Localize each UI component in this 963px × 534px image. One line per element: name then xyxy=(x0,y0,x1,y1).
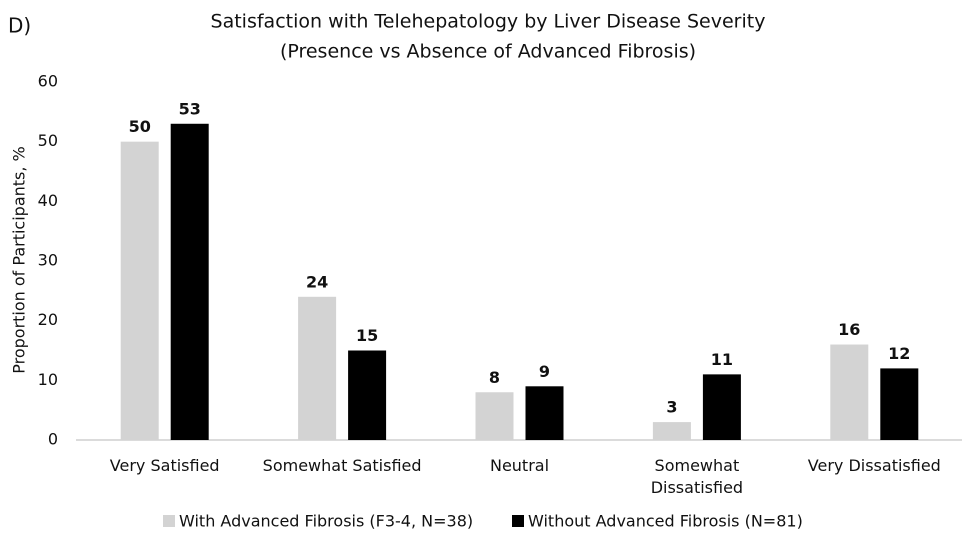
bar xyxy=(348,350,387,440)
data-label: 3 xyxy=(666,398,677,417)
y-tick-label: 30 xyxy=(38,251,58,270)
x-tick-label: Very Dissatisfied xyxy=(807,456,941,475)
data-label: 12 xyxy=(888,344,910,363)
x-tick-label: Somewhat Dissatisfied xyxy=(650,456,744,497)
panel-label: D) xyxy=(8,14,31,38)
bar xyxy=(525,386,564,440)
y-tick-label: 10 xyxy=(38,370,58,389)
bar xyxy=(880,368,919,440)
bar xyxy=(652,422,691,440)
bar xyxy=(170,123,209,441)
bar xyxy=(298,296,337,440)
legend-swatch xyxy=(512,515,524,527)
y-tick-label: 60 xyxy=(38,72,58,91)
data-label: 50 xyxy=(129,117,151,136)
bar xyxy=(475,392,514,440)
data-label: 15 xyxy=(356,326,378,345)
data-label: 16 xyxy=(838,320,860,339)
x-tick-label: Somewhat Satisfied xyxy=(262,456,422,475)
legend-label: Without Advanced Fibrosis (N=81) xyxy=(528,512,803,531)
bar xyxy=(830,344,869,440)
data-label: 9 xyxy=(539,362,550,381)
y-tick-label: 20 xyxy=(38,310,58,329)
data-label: 24 xyxy=(306,272,328,291)
bar xyxy=(120,141,159,440)
y-tick-label: 50 xyxy=(38,131,58,150)
legend-label: With Advanced Fibrosis (F3-4, N=38) xyxy=(179,512,473,531)
x-tick-label: Neutral xyxy=(489,456,550,475)
data-label: 11 xyxy=(711,350,733,369)
chart-title: Satisfaction with Telehepatology by Live… xyxy=(211,11,766,33)
y-axis-label: Proportion of Participants, % xyxy=(10,146,29,374)
y-tick-label: 40 xyxy=(38,191,58,210)
data-label: 53 xyxy=(179,99,201,118)
chart-subtitle: (Presence vs Absence of Advanced Fibrosi… xyxy=(280,41,696,63)
x-tick-label: Very Satisfied xyxy=(109,456,220,475)
legend-swatch xyxy=(163,515,175,527)
bar xyxy=(702,374,741,440)
y-tick-label: 0 xyxy=(48,430,58,449)
data-label: 8 xyxy=(489,368,500,387)
